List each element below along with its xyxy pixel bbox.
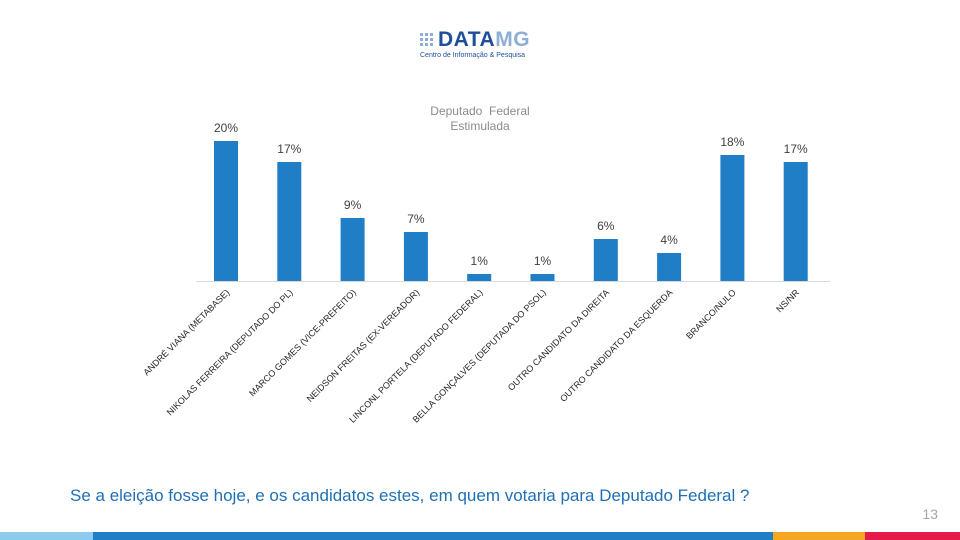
- page-number: 13: [922, 506, 938, 522]
- chart-title-line1: Deputado Federal: [430, 104, 530, 118]
- bar-6: [593, 239, 618, 281]
- bar-value-label-1: 17%: [277, 142, 301, 156]
- bar-7: [657, 253, 682, 281]
- logo-tagline: Centro de Informação & Pesquisa: [420, 52, 526, 59]
- category-label-4: LINCONL PORTELA (DEPUTADO FEDERAL): [347, 287, 484, 424]
- category-label-5: BELLA GONÇALVES (DEPUTADA DO PSOL): [411, 287, 548, 424]
- footer-bar-red: [865, 532, 960, 540]
- bar-5: [530, 274, 555, 281]
- bar-value-label-9: 17%: [784, 142, 808, 156]
- survey-question: Se a eleição fosse hoje, e os candidatos…: [70, 486, 750, 505]
- category-label-6: OUTRO CANDIDATO DA DIREITA: [506, 287, 611, 392]
- bar-value-label-3: 7%: [407, 212, 425, 226]
- footer-bar-light-blue: [0, 532, 93, 540]
- bar-1: [277, 162, 302, 281]
- chart-title: Deputado Federal Estimulada: [400, 104, 560, 134]
- bar-value-label-4: 1%: [471, 254, 489, 268]
- bar-value-label-0: 20%: [214, 121, 238, 135]
- bar-value-label-6: 6%: [597, 219, 615, 233]
- footer-bar-orange: [773, 532, 865, 540]
- bar-value-label-8: 18%: [720, 135, 744, 149]
- datamg-logo: DATAMG Centro de Informação & Pesquisa: [420, 28, 550, 62]
- bar-chart: 20%ANDRÉ VIANA (METABASE)17%NIKOLAS FERR…: [141, 121, 830, 425]
- category-label-7: OUTRO CANDIDATO DA ESQUERDA: [558, 287, 674, 403]
- bar-9: [783, 162, 808, 281]
- category-label-9: NS/NR: [774, 287, 801, 314]
- footer-bar-blue: [93, 532, 773, 540]
- logo-brand-main: DATA: [438, 28, 496, 51]
- bar-0: [214, 141, 238, 281]
- bar-3: [403, 232, 428, 281]
- bar-8: [720, 155, 745, 281]
- bar-value-label-5: 1%: [534, 254, 552, 268]
- logo-wordmark: DATAMG: [438, 28, 530, 52]
- logo-dots-icon: [420, 33, 436, 49]
- bar-2: [340, 218, 365, 281]
- bar-value-label-7: 4%: [660, 233, 678, 247]
- category-label-1: NIKOLAS FERREIRA (DEPUTADO DO PL): [165, 287, 295, 417]
- chart-title-line2: Estimulada: [450, 119, 510, 133]
- bar-value-label-2: 9%: [344, 198, 362, 212]
- bar-4: [467, 274, 492, 281]
- category-label-3: NEIDSON FREITAS (EX-VEREADOR): [305, 287, 422, 404]
- category-label-8: BRANCO/NULO: [684, 287, 738, 341]
- category-label-2: MARCO GOMES (VICE-PREFEITO): [247, 287, 358, 398]
- logo-brand-accent: MG: [495, 28, 531, 51]
